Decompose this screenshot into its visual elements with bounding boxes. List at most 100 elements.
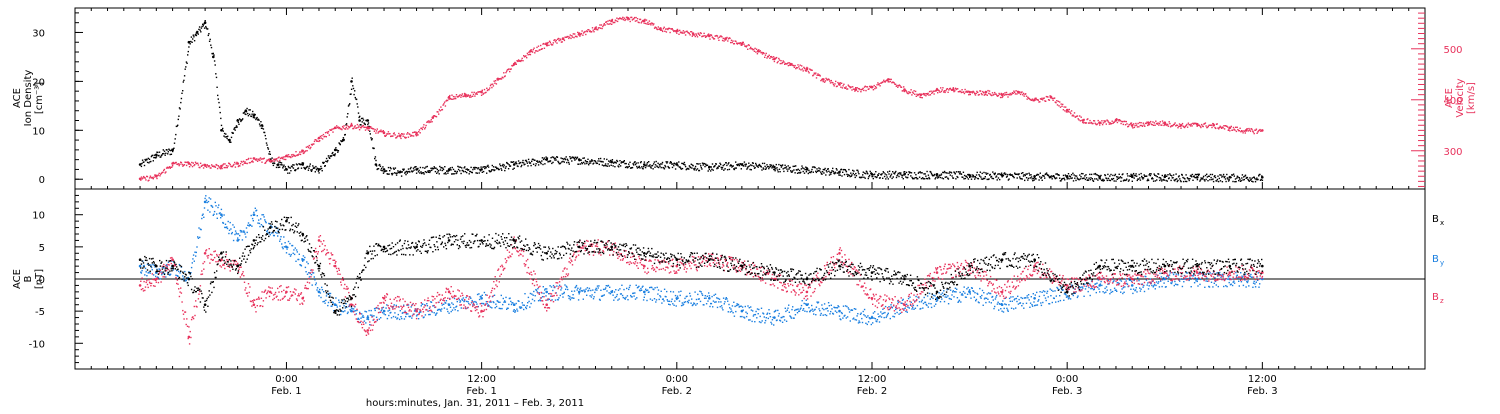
velocity-series-point [689,33,690,34]
ion-density-series-point [826,170,827,171]
by-series-point [294,254,295,255]
ion-density-series-point [1258,175,1259,176]
ion-density-series-point [566,156,567,157]
ion-density-series-point [917,178,918,179]
ion-density-series-value [171,149,174,152]
ion-density-series-point [452,167,453,168]
ion-density-series-point [515,161,516,162]
ion-density-series-point [472,169,473,170]
by-series-point [731,311,732,312]
ion-density-series-point [934,174,935,175]
velocity-series-point [1157,122,1158,123]
velocity-series-point [841,83,842,84]
velocity-series-point [329,134,330,135]
by-series-point [728,311,729,312]
ion-density-series-point [816,168,817,169]
velocity-series-point [1161,125,1162,126]
ion-density-series-point [279,167,280,168]
ion-density-series-point [235,129,236,130]
ion-density-series-point [848,169,849,170]
velocity-series-point [888,81,889,82]
velocity-series-point [913,93,914,94]
ion-density-series-point [1150,173,1151,174]
by-series-point [480,296,481,297]
ion-density-series-point [747,167,748,168]
velocity-series-point [988,93,989,94]
velocity-series-point [562,41,563,42]
ion-density-series-point [928,175,929,176]
by-series-point [548,293,549,294]
ion-density-series-point [589,163,590,164]
velocity-series-value [952,88,955,91]
ion-density-series-point [910,175,911,176]
ion-density-series-point [921,172,922,173]
by-series-point [218,204,219,205]
velocity-series-point [953,87,954,88]
ion-density-series-point [298,167,299,168]
velocity-series-point [808,71,809,72]
ion-density-series-point [315,171,316,172]
by-series-point [406,313,407,314]
by-series-point [604,289,605,290]
ion-density-series-point [1213,181,1214,182]
by-series-point [909,297,910,298]
by-series-point [855,309,856,310]
ion-density-series-point [1222,181,1223,182]
ion-density-series-point [751,169,752,170]
velocity-series-point [860,91,861,92]
velocity-series-point [474,92,475,93]
ion-density-series-point [1078,179,1079,180]
by-series-point [678,291,679,292]
velocity-series-point [1125,124,1126,125]
velocity-series-point [423,127,424,128]
ion-density-series-point [671,162,672,163]
ion-density-series-point [985,176,986,177]
ion-density-series-point [1209,179,1210,180]
ion-density-series-point [1031,176,1032,177]
ion-density-series-point [248,109,249,110]
by-series-point [913,305,914,306]
ion-density-series-point [1049,177,1050,178]
by-series-point [842,313,843,314]
ion-density-series-point [653,163,654,164]
by-series-point [524,305,525,306]
ion-density-series-point [972,176,973,177]
ion-density-series-point [964,175,965,176]
by-series-point [752,310,753,311]
velocity-series-point [164,169,165,170]
velocity-series-point [1189,124,1190,125]
by-series-point [792,306,793,307]
velocity-series-point [485,92,486,93]
velocity-series-value [871,86,874,89]
velocity-series-point [834,85,835,86]
ion-density-series-point [1107,174,1108,175]
ion-density-series-point [806,171,807,172]
by-series-point [608,292,609,293]
velocity-series-point [1187,127,1188,128]
ion-density-series-point [152,155,153,156]
ion-density-series-point [914,172,915,173]
velocity-series-point [1052,100,1053,101]
ion-density-series-point [397,170,398,171]
velocity-series-value [529,50,532,53]
ion-density-series-point [1106,178,1107,179]
velocity-series-point [356,127,357,128]
velocity-series-point [142,177,143,178]
ion-density-series-point [691,167,692,168]
ion-density-series-point [1235,181,1236,182]
ion-density-series-point [1073,180,1074,181]
velocity-series-point [176,162,177,163]
ion-density-series-point [656,161,657,162]
by-series-point [387,318,388,319]
velocity-series-value [155,175,158,178]
ion-density-series-point [1170,175,1171,176]
ion-density-series-point [900,172,901,173]
velocity-series-point [939,92,940,93]
velocity-series-point [1247,128,1248,129]
ion-density-series-point [235,127,236,128]
ion-density-series-point [522,160,523,161]
velocity-series-value [139,178,142,181]
velocity-series-point [679,30,680,31]
velocity-series-point [436,116,437,117]
ion-density-series-point [722,167,723,168]
